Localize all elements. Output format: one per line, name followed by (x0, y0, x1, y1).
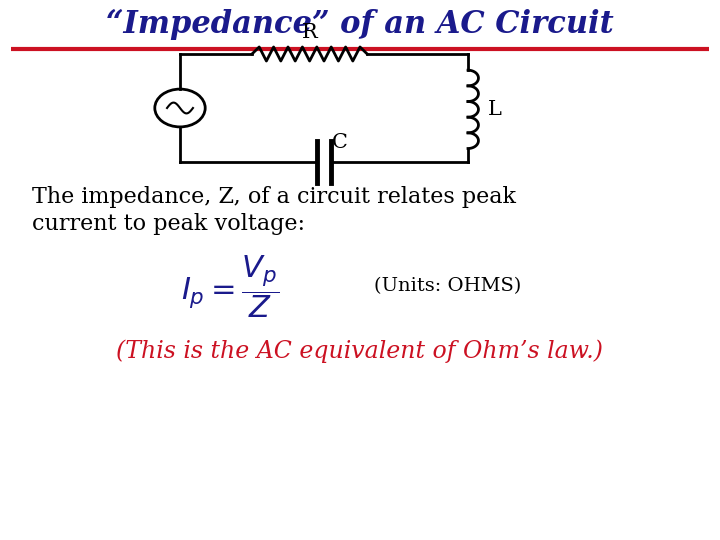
Text: current to peak voltage:: current to peak voltage: (32, 213, 305, 235)
Text: C: C (332, 133, 348, 152)
Text: The impedance, Z, of a circuit relates peak: The impedance, Z, of a circuit relates p… (32, 186, 516, 208)
Text: $I_p = \dfrac{V_p}{Z}$: $I_p = \dfrac{V_p}{Z}$ (181, 253, 279, 320)
Text: R: R (302, 23, 318, 42)
Text: L: L (488, 100, 502, 119)
Text: (This is the AC equivalent of Ohm’s law.): (This is the AC equivalent of Ohm’s law.… (117, 339, 603, 363)
Text: “Impedance” of an AC Circuit: “Impedance” of an AC Circuit (106, 9, 614, 40)
Text: (Units: OHMS): (Units: OHMS) (374, 277, 522, 295)
